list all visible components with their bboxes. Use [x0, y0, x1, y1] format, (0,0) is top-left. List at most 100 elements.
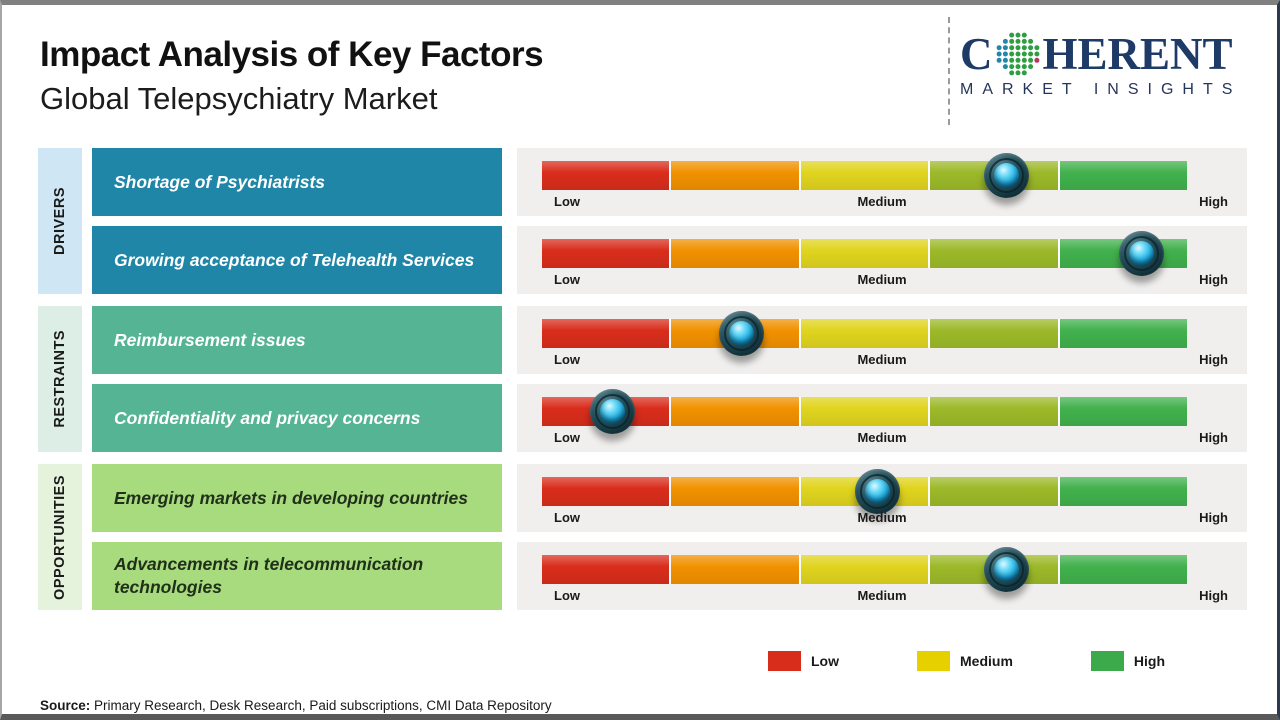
legend-swatch-medium: [917, 651, 950, 671]
impact-bar-area: Low Medium High: [517, 384, 1247, 452]
scale-label-high: High: [1199, 510, 1228, 525]
scale-label-medium: Medium: [857, 352, 907, 367]
factor-row: Confidentiality and privacy concerns Low: [82, 384, 1247, 452]
scale-label-high: High: [1199, 352, 1228, 367]
factor-row: Emerging markets in developing countries…: [82, 464, 1247, 532]
legend-item-low: Low: [768, 651, 839, 671]
brand-logo: C HERENT MARKET INSIGHTS: [960, 31, 1262, 99]
impact-marker: [1119, 231, 1165, 276]
marker-core: [993, 163, 1019, 188]
impact-bar-area: Low Medium High: [517, 542, 1247, 610]
marker-ring: [724, 316, 760, 351]
marker-core: [600, 399, 626, 424]
scale-segment-mid-high: [930, 319, 1060, 348]
brand-wordmark: C HERENT: [960, 31, 1262, 77]
scale-segment-mid: [800, 397, 931, 426]
impact-bar-area: Low Medium High: [517, 148, 1247, 216]
marker-ring: [1124, 236, 1160, 271]
source-prefix: Source:: [40, 698, 91, 713]
factor-row: Shortage of Psychiatrists Low Medium: [82, 148, 1247, 216]
section-restraints: RESTRAINTS Reimbursement issues: [38, 306, 1247, 452]
impact-bar-area: Low Medium High: [517, 226, 1247, 294]
impact-marker: [590, 389, 636, 434]
scale-segment-mid: [800, 319, 931, 348]
source-text: Primary Research, Desk Research, Paid su…: [90, 698, 552, 713]
impact-matrix: DRIVERS Shortage of Psychiatrists: [38, 148, 1247, 622]
impact-bar-area: Low Medium High: [517, 464, 1247, 532]
impact-scale-bar: [542, 239, 1188, 268]
section-strip-restraints: RESTRAINTS: [38, 306, 82, 452]
legend-swatch-high: [1090, 651, 1124, 671]
factor-box: Reimbursement issues: [92, 306, 502, 374]
legend-label-high: High: [1133, 653, 1165, 669]
scale-label-low: Low: [554, 194, 580, 209]
scale-label-high: High: [1199, 272, 1228, 287]
marker-ring: [988, 158, 1024, 193]
impact-marker: [719, 311, 765, 356]
page-title: Impact Analysis of Key Factors: [40, 35, 544, 74]
scale-segment-mid-high: [930, 397, 1060, 426]
logo-divider: [948, 17, 950, 125]
legend: Low Medium High: [768, 651, 1165, 671]
scale-label-medium: Medium: [857, 194, 907, 209]
impact-scale-bar: [542, 397, 1188, 426]
scale-segment-low-mid: [671, 477, 801, 506]
scale-segment-high: [1059, 555, 1188, 584]
legend-item-medium: Medium: [917, 651, 1013, 671]
scale-segment-mid-high: [930, 477, 1060, 506]
factor-box: Emerging markets in developing countries: [92, 464, 502, 532]
scale-segment-high: [1059, 319, 1188, 348]
scale-segment-mid: [800, 161, 931, 190]
scale-segment-low: [542, 319, 672, 348]
legend-item-high: High: [1090, 651, 1165, 671]
factor-label: Reimbursement issues: [114, 329, 306, 350]
impact-scale-bar: [542, 555, 1188, 584]
scale-label-low: Low: [554, 588, 580, 603]
legend-label-medium: Medium: [960, 653, 1013, 669]
section-label-restraints: RESTRAINTS: [52, 330, 68, 428]
source-line: Source: Primary Research, Desk Research,…: [40, 698, 552, 713]
scale-segment-low-mid: [671, 397, 801, 426]
scale-label-medium: Medium: [857, 510, 907, 525]
scale-label-high: High: [1199, 430, 1228, 445]
marker-core: [1129, 241, 1155, 266]
factor-label: Emerging markets in developing countries: [114, 487, 468, 508]
section-label-opportunities: OPPORTUNITIES: [52, 474, 68, 600]
scale-segment-low-mid: [671, 555, 801, 584]
scale-label-low: Low: [554, 430, 580, 445]
brand-letter-c: C: [960, 28, 993, 79]
factor-box: Shortage of Psychiatrists: [92, 148, 502, 216]
legend-label-low: Low: [811, 653, 839, 669]
scale-segment-low-mid: [671, 239, 801, 268]
scale-label-low: Low: [554, 510, 580, 525]
marker-core: [993, 557, 1019, 582]
section-drivers: DRIVERS Shortage of Psychiatrists: [38, 148, 1247, 294]
factor-box: Advancements in telecommunication techno…: [92, 542, 502, 610]
factor-label: Confidentiality and privacy concerns: [114, 407, 421, 428]
scale-segment-low: [542, 477, 672, 506]
page-subtitle: Global Telepsychiatry Market: [40, 81, 438, 116]
section-strip-opportunities: OPPORTUNITIES: [38, 464, 82, 610]
legend-swatch-low: [768, 651, 801, 671]
scale-segment-low-mid: [671, 161, 801, 190]
header: Impact Analysis of Key Factors Global Te…: [40, 35, 544, 117]
scale-label-low: Low: [554, 272, 580, 287]
section-opportunities: OPPORTUNITIES Emerging markets in develo…: [38, 464, 1247, 610]
scale-segment-high: [1059, 397, 1188, 426]
scale-segment-mid: [800, 555, 931, 584]
factor-box: Confidentiality and privacy concerns: [92, 384, 502, 452]
scale-segment-high: [1059, 477, 1188, 506]
impact-marker: [983, 153, 1029, 198]
impact-bar-area: Low Medium High: [517, 306, 1247, 374]
factor-label: Growing acceptance of Telehealth Service…: [114, 249, 475, 270]
marker-ring: [988, 552, 1024, 587]
scale-label-medium: Medium: [857, 588, 907, 603]
impact-scale-bar: [542, 161, 1188, 190]
factor-row: Growing acceptance of Telehealth Service…: [82, 226, 1247, 294]
scale-segment-mid: [800, 239, 931, 268]
brand-subtitle: MARKET INSIGHTS: [960, 81, 1242, 98]
scale-segment-mid-high: [930, 239, 1060, 268]
factor-label: Shortage of Psychiatrists: [114, 171, 326, 192]
marker-ring: [595, 394, 631, 429]
